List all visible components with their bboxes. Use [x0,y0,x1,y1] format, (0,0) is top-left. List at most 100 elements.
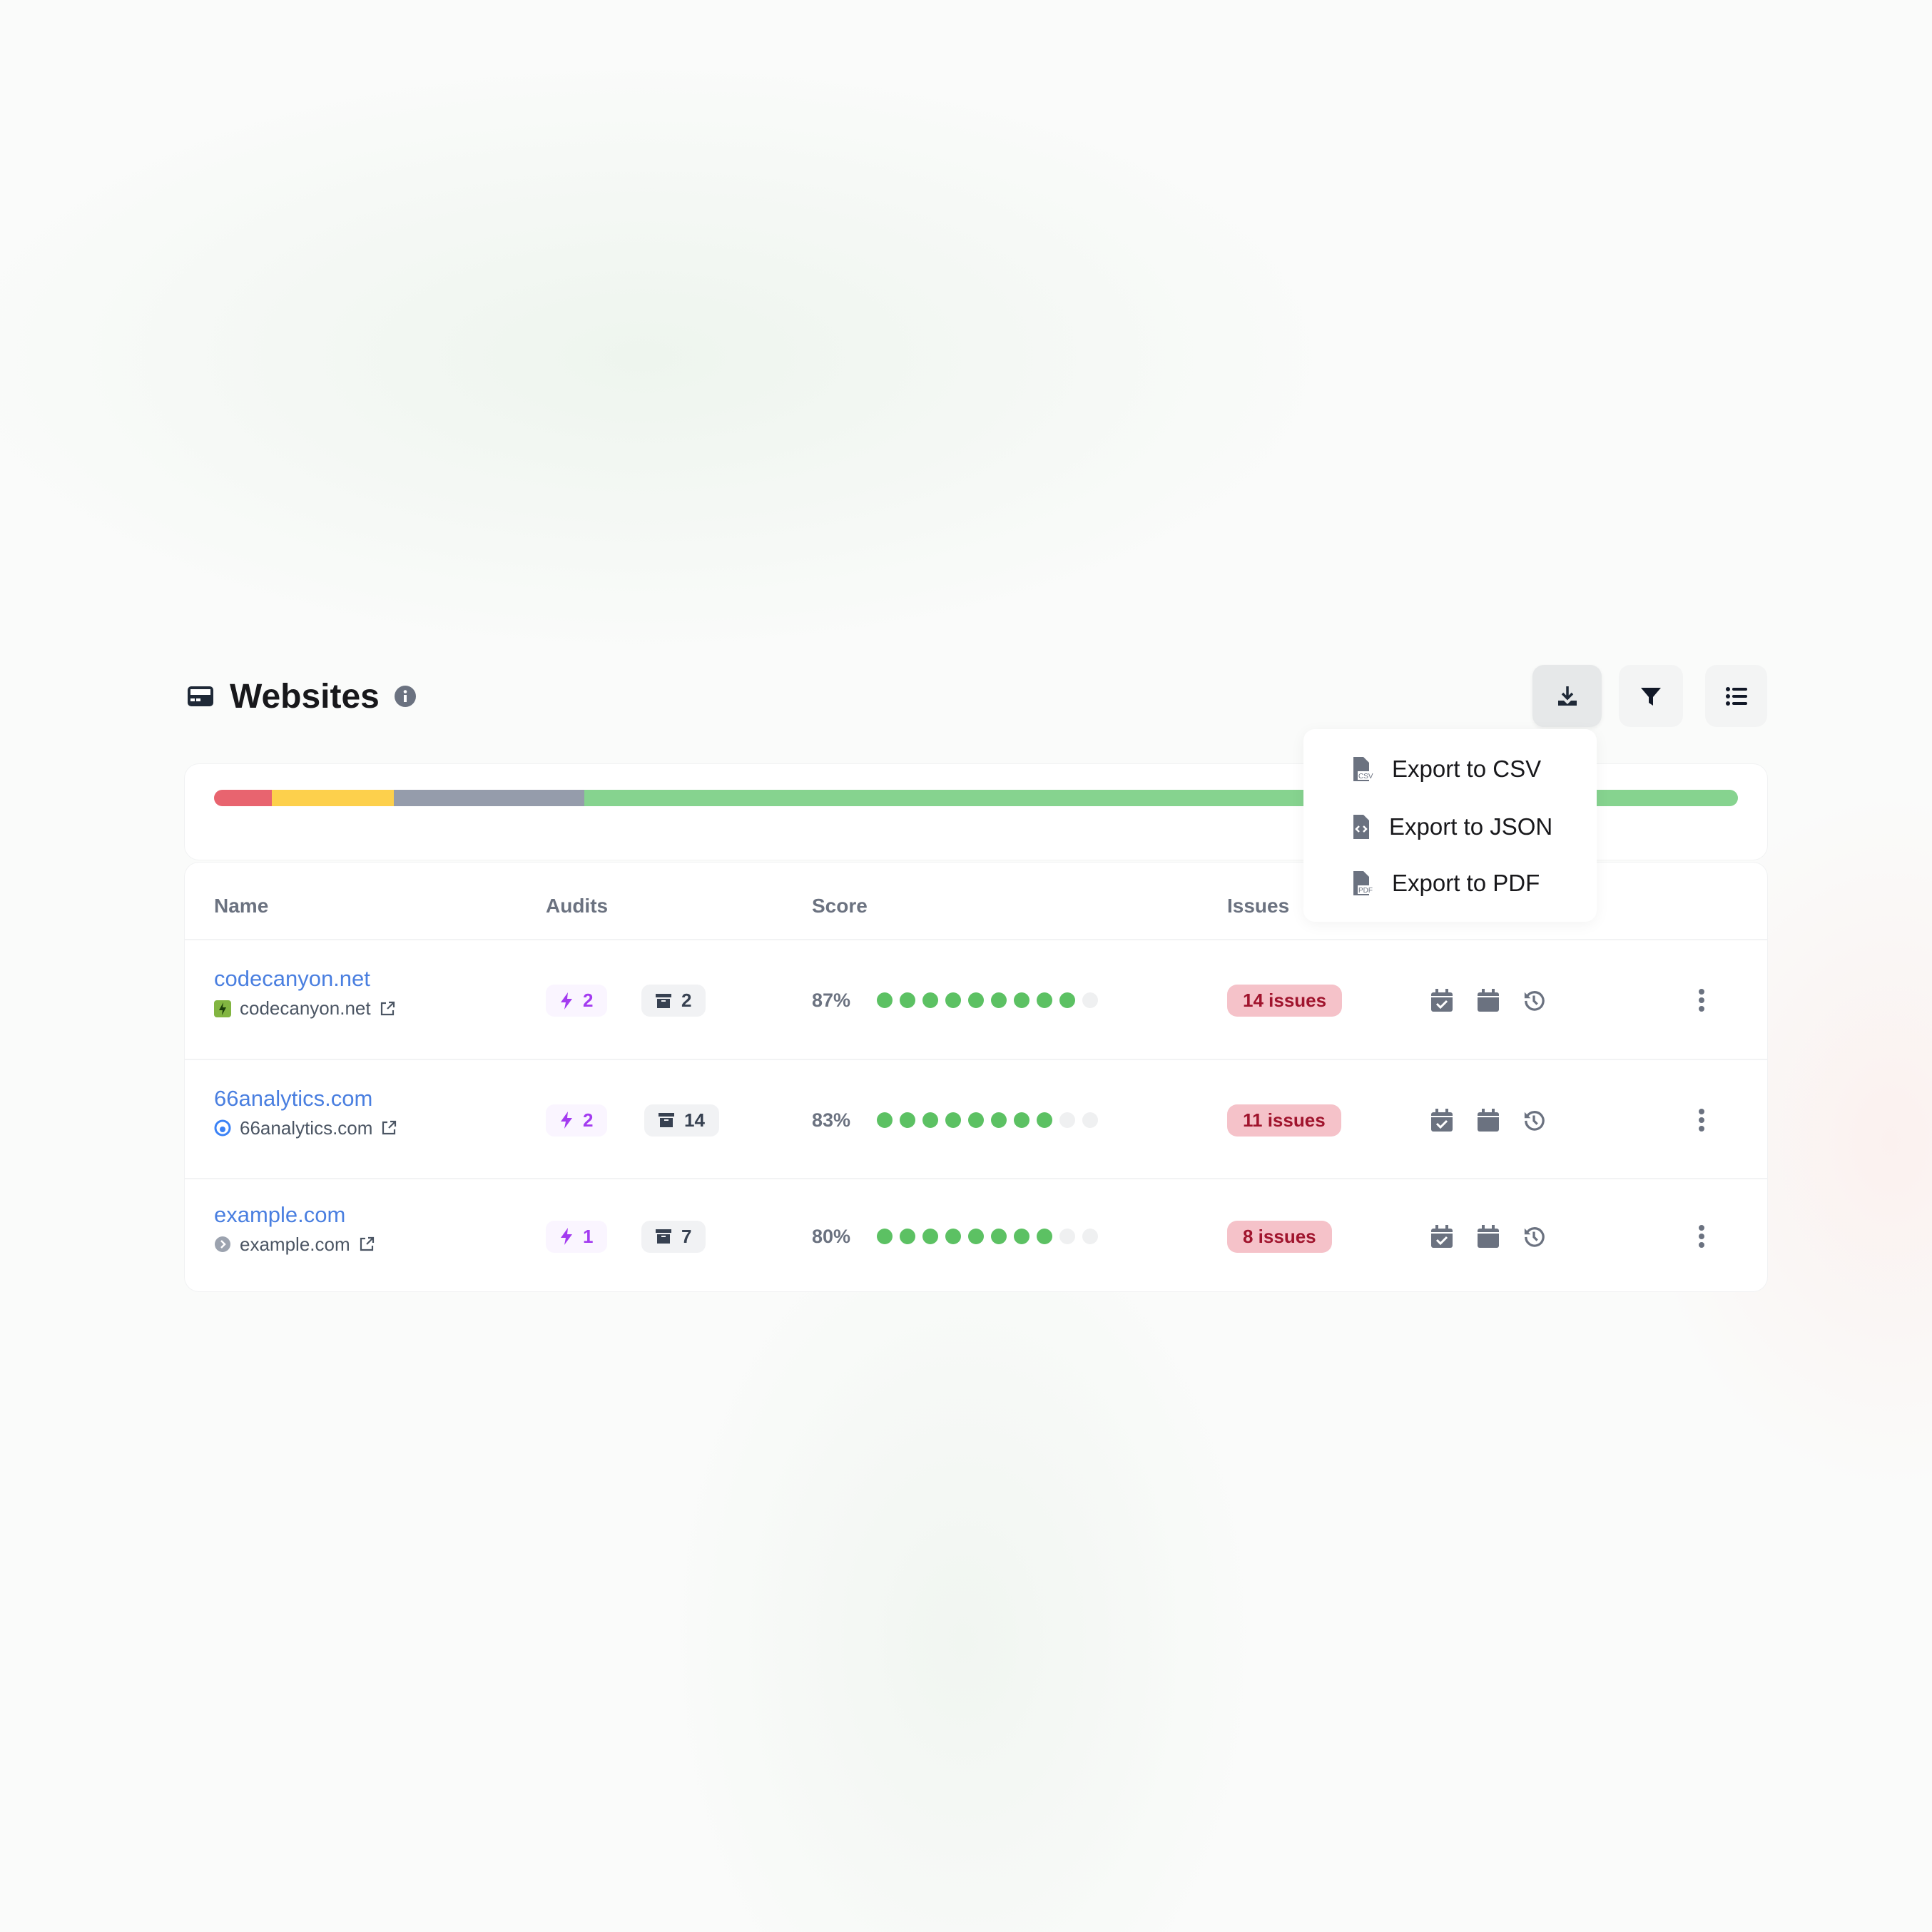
archived-audits-badge[interactable]: 14 [644,1104,719,1137]
score-dot [922,1112,938,1128]
download-icon [1557,686,1577,706]
column-header-issues[interactable]: Issues [1227,895,1290,917]
file-pdf-icon: PDF [1353,871,1373,895]
history-icon[interactable] [1523,989,1545,1012]
favicon-icon [214,1119,231,1137]
website-host: codecanyon.net [214,997,395,1020]
score-dot [1082,1228,1098,1244]
distribution-segment [394,790,585,806]
lightning-icon [561,992,572,1010]
website-host-text: 66analytics.com [240,1117,373,1139]
lightning-icon [561,1112,572,1129]
info-icon[interactable] [394,685,417,708]
website-host: 66analytics.com [214,1117,397,1139]
list-icon [1725,686,1747,706]
score-dots [877,1228,1098,1244]
score-dot [1059,1112,1075,1128]
score-dot [877,1112,893,1128]
score-dot [900,992,915,1008]
filter-button[interactable] [1619,665,1683,727]
archive-icon [656,993,671,1008]
score-dot [945,992,961,1008]
score-dot [1014,992,1029,1008]
archive-icon [659,1113,674,1127]
export-dropdown-menu: CSV Export to CSV Export to JSON PDF Exp… [1303,729,1597,922]
more-options-icon[interactable] [1697,989,1706,1012]
column-header-audits[interactable]: Audits [546,895,609,917]
calendar-check-icon[interactable] [1431,1224,1453,1248]
archived-audits-badge[interactable]: 2 [641,985,706,1017]
page-title: Websites [230,677,380,716]
issues-badge[interactable]: 8 issues [1227,1220,1332,1253]
more-options-icon[interactable] [1697,1108,1706,1132]
external-link-icon[interactable] [381,1120,397,1136]
archive-icon [656,1229,671,1244]
website-name-link[interactable]: codecanyon.net [214,966,370,991]
external-link-icon[interactable] [359,1236,375,1252]
score-dot [991,1228,1007,1244]
score-dot [1082,992,1098,1008]
score-dot [900,1228,915,1244]
issues-badge[interactable]: 14 issues [1227,985,1343,1017]
external-link-icon[interactable] [380,1001,395,1017]
export-json-label: Export to JSON [1389,813,1553,840]
score-dot [1014,1112,1029,1128]
score-dot [1082,1112,1098,1128]
export-csv-item[interactable]: CSV Export to CSV [1303,744,1597,794]
list-view-button[interactable] [1705,665,1767,727]
score-dot [945,1228,961,1244]
archived-count: 2 [681,990,692,1011]
table-row: 66analytics.com 66analytics.com 2 14 83%… [185,1059,1767,1178]
websites-icon [188,686,213,706]
issues-badge[interactable]: 11 issues [1227,1104,1341,1137]
lightning-audits-badge[interactable]: 2 [546,1104,608,1137]
score-dot [1059,1228,1075,1244]
page-header: Websites [187,675,417,718]
calendar-check-icon[interactable] [1431,1108,1453,1132]
lightning-audits-badge[interactable]: 1 [546,1220,608,1253]
website-host-text: codecanyon.net [240,997,371,1019]
more-options-icon[interactable] [1697,1224,1706,1248]
favicon-icon [214,1000,231,1017]
svg-text:PDF: PDF [1358,887,1373,895]
score-dots [877,1112,1098,1128]
lightning-audits-badge[interactable]: 2 [546,985,608,1017]
score-dot [991,1112,1007,1128]
history-icon[interactable] [1523,1225,1545,1248]
score-dot [968,1228,984,1244]
distribution-segment [214,790,273,806]
export-json-item[interactable]: Export to JSON [1303,802,1597,852]
calendar-check-icon[interactable] [1431,989,1453,1012]
score-dot [922,1228,938,1244]
column-header-score[interactable]: Score [812,895,868,917]
archived-count: 14 [684,1109,705,1131]
archived-audits-badge[interactable]: 7 [641,1220,706,1253]
calendar-icon[interactable] [1478,989,1499,1012]
score-dot [877,1228,893,1244]
archived-count: 7 [681,1225,692,1247]
score-dot [945,1112,961,1128]
column-header-name[interactable]: Name [214,895,269,917]
history-icon[interactable] [1523,1109,1545,1132]
website-name-link[interactable]: 66analytics.com [214,1085,373,1111]
score-dot [1037,992,1052,1008]
score-dot [1014,1228,1029,1244]
score-dot [1037,1228,1052,1244]
filter-icon [1641,687,1661,706]
score-dot [968,1112,984,1128]
score-dot [1037,1112,1052,1128]
website-name-link[interactable]: example.com [214,1201,346,1227]
website-host: example.com [214,1234,375,1256]
score-dot [1059,992,1075,1008]
website-host-text: example.com [240,1233,350,1255]
file-csv-icon: CSV [1353,757,1373,781]
export-pdf-item[interactable]: PDF Export to PDF [1303,858,1597,908]
table-row: example.com example.com 1 7 80% 8 issues [185,1178,1767,1291]
calendar-icon[interactable] [1478,1108,1499,1132]
export-button[interactable] [1532,665,1602,727]
calendar-icon[interactable] [1478,1224,1499,1248]
file-code-icon [1353,815,1369,839]
score-dot [900,1112,915,1128]
websites-table: Name Audits Score Issues codecanyon.net … [185,863,1767,1291]
export-pdf-label: Export to PDF [1392,870,1540,896]
